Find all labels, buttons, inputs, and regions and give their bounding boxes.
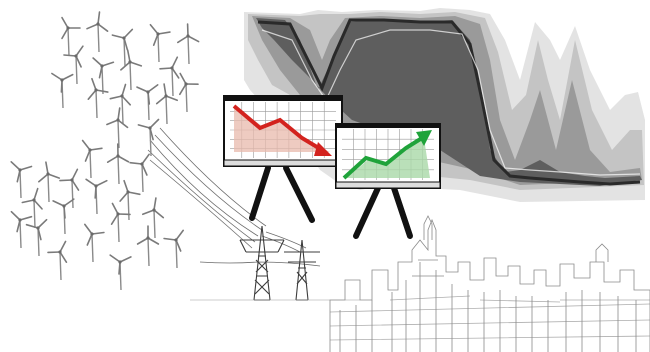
wind-turbine-icon — [109, 254, 132, 291]
wind-turbine-icon — [110, 202, 131, 243]
pylon-left — [239, 225, 285, 301]
wind-turbine-field — [10, 11, 200, 291]
wind-turbine-icon — [109, 83, 131, 125]
pylon-right — [284, 239, 320, 301]
wind-turbine-icon — [120, 49, 143, 91]
wind-turbine-icon — [106, 143, 130, 185]
wind-turbine-icon — [87, 77, 109, 119]
easel-legs-right — [353, 185, 413, 239]
wind-turbine-icon — [149, 23, 171, 63]
wind-turbine-icon — [86, 11, 109, 53]
wind-turbine-icon — [136, 84, 159, 121]
wind-turbine-icon — [92, 57, 115, 95]
wind-turbine-icon — [59, 168, 80, 209]
wind-turbine-icon — [129, 153, 150, 193]
wind-turbine-icon — [137, 118, 160, 157]
power-transmission-lines — [147, 127, 321, 267]
wind-turbine-icon — [25, 218, 48, 257]
wind-turbine-icon — [84, 223, 105, 263]
trend-down-icon — [314, 142, 332, 156]
wind-turbine-icon — [10, 210, 33, 249]
decline-area — [234, 106, 330, 152]
wind-turbine-icon — [81, 139, 103, 179]
wind-turbine-icon — [179, 72, 199, 113]
city-skyline-sketch — [329, 215, 650, 352]
wind-turbine-icon — [63, 45, 84, 85]
wind-turbine-icon — [159, 56, 180, 97]
wind-turbine-icon — [163, 229, 184, 269]
wind-turbine-icon — [106, 107, 129, 149]
trend-up-icon — [416, 130, 432, 146]
wind-turbine-icon — [155, 83, 178, 125]
wind-turbine-icon — [136, 225, 160, 267]
easel-legs-left — [249, 165, 315, 223]
wind-turbine-icon — [142, 197, 165, 239]
wind-turbine-icon — [37, 161, 61, 203]
wind-turbine-icon — [61, 16, 81, 57]
wind-turbine-icon — [10, 161, 33, 199]
wind-turbine-icon — [52, 198, 75, 235]
rising-chart-easel — [335, 123, 441, 239]
rise-line — [342, 136, 424, 180]
wind-turbine-icon — [111, 28, 134, 67]
wind-turbine-icon — [47, 240, 68, 281]
wind-turbine-icon — [21, 187, 43, 229]
wind-turbine-icon — [51, 72, 74, 109]
decline-line — [232, 104, 324, 152]
wind-turbine-icon — [177, 23, 200, 65]
electricity-pylons — [190, 225, 360, 301]
wind-turbine-icon — [85, 178, 108, 215]
wind-turbine-icon — [119, 179, 141, 221]
